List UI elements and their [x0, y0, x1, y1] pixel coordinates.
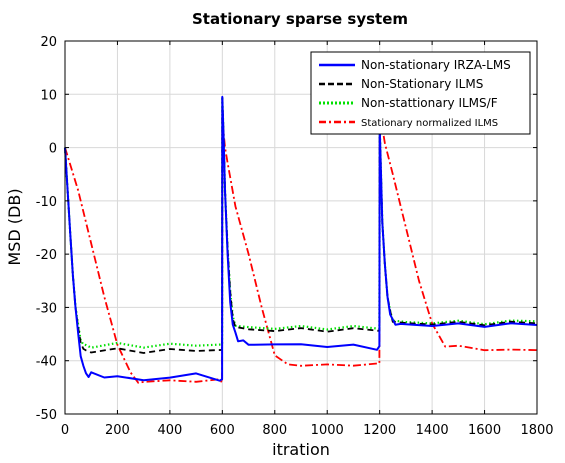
- y-tick-label: -30: [36, 301, 57, 316]
- x-tick-label: 400: [157, 423, 182, 438]
- x-axis-label: itration: [272, 440, 330, 459]
- series-lines: [63, 95, 538, 384]
- x-tick-label: 0: [61, 423, 69, 438]
- x-tick-label: 600: [210, 423, 235, 438]
- x-tick-label: 1800: [520, 423, 553, 438]
- y-tick-label: 20: [40, 35, 57, 50]
- y-tick-label: -10: [36, 195, 57, 210]
- chart-title: Stationary sparse system: [192, 10, 408, 28]
- legend-label: Non-stattionary ILMS/F: [361, 96, 498, 110]
- y-tick-label: -20: [36, 248, 57, 263]
- legend-label: Stationary normalized ILMS: [361, 118, 498, 129]
- plot-frame: [64, 40, 538, 415]
- legend-label: Non-stationary IRZA-LMS: [361, 58, 511, 72]
- x-tick-label: 800: [262, 423, 287, 438]
- series-line: [64, 95, 538, 382]
- y-tick-label: 0: [49, 142, 57, 157]
- y-tick-label: -40: [36, 355, 57, 370]
- y-tick-label: 10: [40, 88, 57, 103]
- x-tick-label: 200: [105, 423, 130, 438]
- x-tick-label: 1600: [468, 423, 501, 438]
- legend-label: Non-Stationary ILMS: [361, 77, 483, 91]
- legend: Non-stationary IRZA-LMS Non-Stationary IL…: [310, 51, 531, 135]
- y-axis-label: MSD (DB): [5, 188, 24, 265]
- series-line: [64, 114, 538, 384]
- axis-ticks: 0 200 400 600 800 1000 1200 1400 1600 1800 20 10 0 -1…: [36, 35, 554, 438]
- y-tick-label: -50: [36, 408, 57, 423]
- x-tick-label: 1200: [363, 423, 396, 438]
- x-tick-label: 1400: [416, 423, 449, 438]
- x-tick-label: 1000: [311, 423, 344, 438]
